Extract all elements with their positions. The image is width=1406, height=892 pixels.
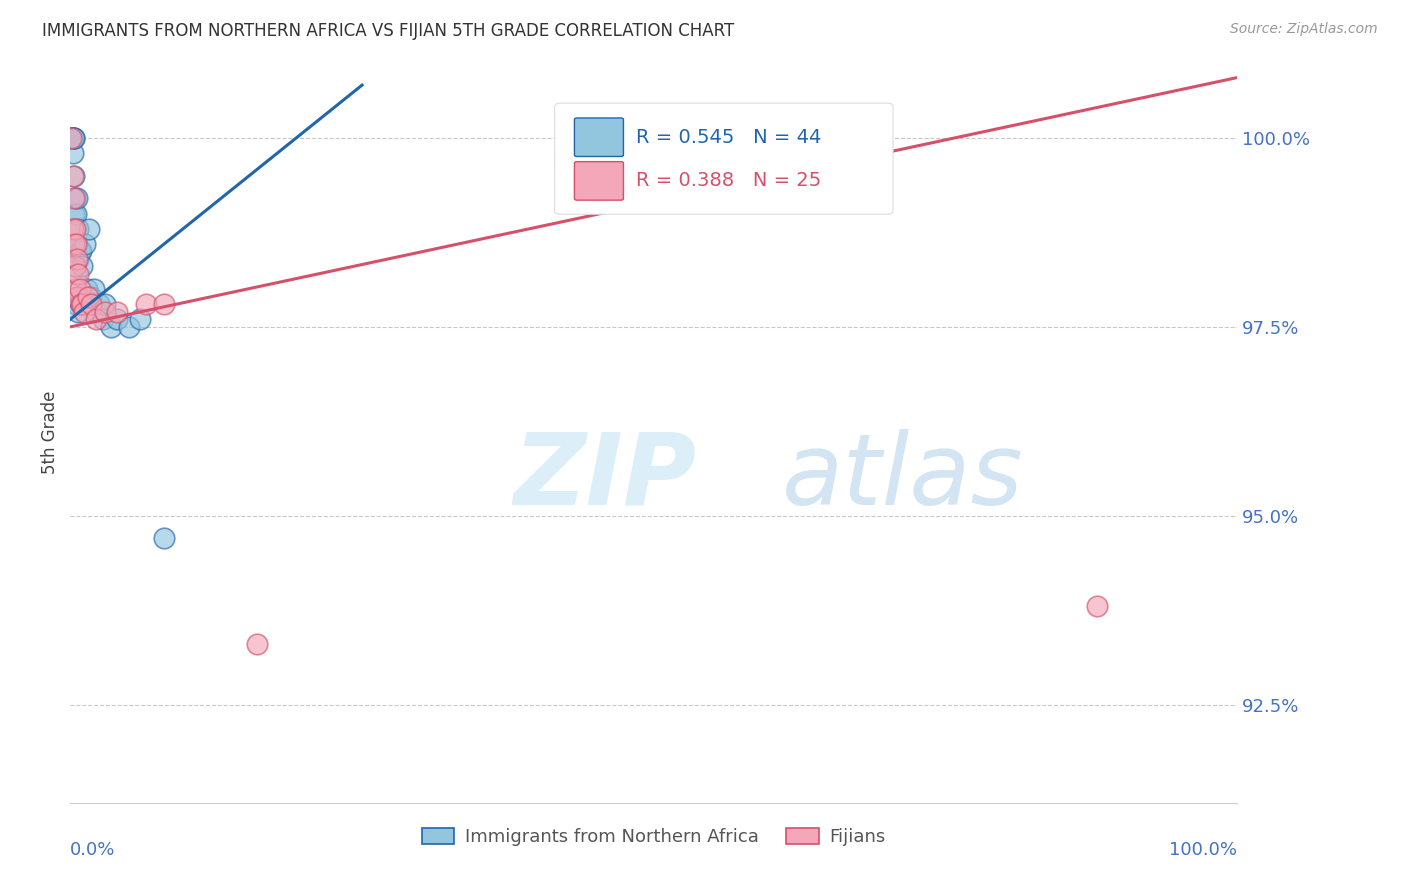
Point bbox=[65, 267, 87, 281]
Point bbox=[63, 236, 86, 251]
Point bbox=[62, 146, 84, 161]
Text: R = 0.388   N = 25: R = 0.388 N = 25 bbox=[637, 171, 821, 190]
Point bbox=[129, 312, 152, 326]
Text: IMMIGRANTS FROM NORTHERN AFRICA VS FIJIAN 5TH GRADE CORRELATION CHART: IMMIGRANTS FROM NORTHERN AFRICA VS FIJIA… bbox=[42, 22, 734, 40]
Text: 0.0%: 0.0% bbox=[70, 840, 115, 859]
Point bbox=[84, 304, 107, 318]
Point bbox=[65, 206, 87, 220]
Point bbox=[76, 282, 98, 296]
Point bbox=[62, 169, 84, 183]
Point bbox=[1085, 599, 1108, 614]
Point bbox=[62, 131, 84, 145]
Point bbox=[75, 236, 97, 251]
Point bbox=[66, 290, 89, 304]
Point bbox=[63, 221, 86, 235]
Point bbox=[65, 236, 87, 251]
Point bbox=[73, 304, 96, 318]
Point bbox=[69, 282, 91, 296]
Point bbox=[66, 191, 89, 205]
Point bbox=[65, 282, 87, 296]
Text: 100.0%: 100.0% bbox=[1170, 840, 1237, 859]
Point bbox=[62, 169, 84, 183]
Point bbox=[152, 297, 174, 311]
Point bbox=[67, 252, 90, 266]
Point bbox=[62, 236, 84, 251]
Point bbox=[62, 191, 84, 205]
Legend: Immigrants from Northern Africa, Fijians: Immigrants from Northern Africa, Fijians bbox=[415, 821, 893, 853]
FancyBboxPatch shape bbox=[575, 161, 623, 200]
Point bbox=[67, 304, 90, 318]
Point bbox=[77, 221, 100, 235]
Point bbox=[91, 312, 114, 326]
Point bbox=[105, 312, 128, 326]
Point bbox=[66, 236, 89, 251]
Point bbox=[69, 244, 91, 259]
Point bbox=[73, 297, 96, 311]
FancyBboxPatch shape bbox=[575, 118, 623, 156]
Point bbox=[100, 319, 122, 334]
Point bbox=[62, 131, 84, 145]
Point bbox=[80, 297, 103, 311]
Text: ZIP: ZIP bbox=[513, 428, 697, 525]
Point bbox=[105, 304, 128, 318]
FancyBboxPatch shape bbox=[554, 103, 893, 214]
Point bbox=[65, 244, 87, 259]
Point bbox=[60, 131, 83, 145]
Point bbox=[69, 244, 91, 259]
Point bbox=[60, 131, 83, 145]
Point bbox=[70, 260, 93, 274]
Point bbox=[152, 532, 174, 546]
Point bbox=[62, 221, 84, 235]
Point bbox=[62, 131, 84, 145]
Point bbox=[60, 131, 83, 145]
Point bbox=[89, 297, 111, 311]
Point bbox=[94, 304, 117, 318]
Point bbox=[83, 282, 105, 296]
Point bbox=[63, 260, 86, 274]
Point bbox=[67, 267, 90, 281]
Point bbox=[66, 290, 89, 304]
Point bbox=[246, 637, 269, 651]
Text: atlas: atlas bbox=[782, 428, 1024, 525]
Y-axis label: 5th Grade: 5th Grade bbox=[41, 391, 59, 475]
Point bbox=[66, 252, 89, 266]
Point bbox=[62, 206, 84, 220]
Point bbox=[118, 319, 141, 334]
Point bbox=[62, 131, 84, 145]
Point bbox=[65, 297, 87, 311]
Point bbox=[135, 297, 157, 311]
Point bbox=[63, 260, 86, 274]
Point bbox=[84, 312, 107, 326]
Point bbox=[72, 290, 94, 304]
Point bbox=[69, 290, 91, 304]
Point bbox=[70, 297, 93, 311]
Point bbox=[63, 191, 86, 205]
Point bbox=[67, 221, 90, 235]
Point bbox=[62, 221, 84, 235]
Point bbox=[76, 290, 98, 304]
Point bbox=[69, 297, 91, 311]
Point bbox=[94, 297, 117, 311]
Point bbox=[69, 297, 91, 311]
Text: R = 0.545   N = 44: R = 0.545 N = 44 bbox=[637, 128, 821, 146]
Point bbox=[80, 290, 103, 304]
Text: Source: ZipAtlas.com: Source: ZipAtlas.com bbox=[1230, 22, 1378, 37]
